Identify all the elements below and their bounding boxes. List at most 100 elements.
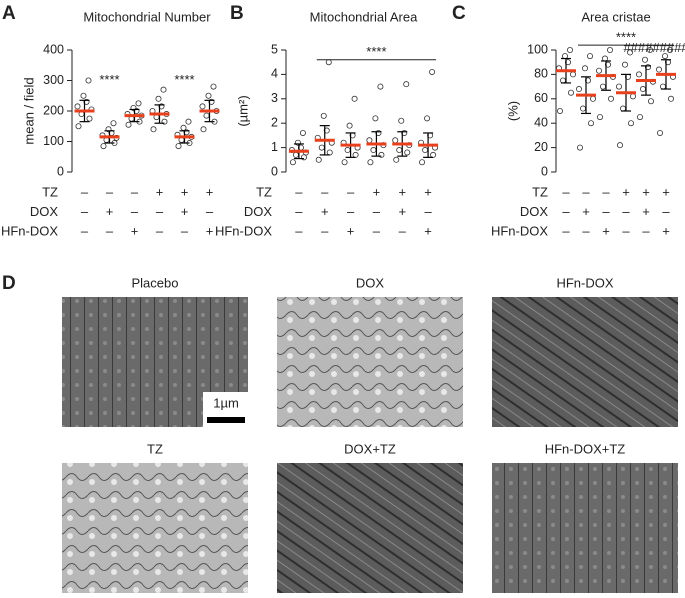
- data-point: [75, 123, 82, 130]
- data-point: [344, 147, 351, 154]
- condition-sign: +: [642, 204, 650, 219]
- condition-sign: +: [373, 184, 381, 199]
- y-axis-label: mean / field: [21, 77, 36, 144]
- data-point: [160, 86, 167, 93]
- data-point: [660, 83, 667, 90]
- condition-sign: –: [295, 184, 303, 199]
- y-tick-label: 40: [534, 115, 548, 129]
- condition-sign: –: [373, 223, 381, 238]
- data-point: [85, 77, 92, 84]
- y-tick-label: 5: [271, 42, 278, 56]
- panel-letter: B: [230, 3, 244, 24]
- panel-letter: C: [452, 3, 466, 24]
- y-axis-label: (%): [505, 101, 520, 121]
- condition-sign: –: [424, 204, 432, 219]
- condition-sign: –: [602, 184, 610, 199]
- condition-sign: +: [131, 223, 139, 238]
- condition-sign: –: [622, 204, 630, 219]
- data-point: [289, 159, 296, 166]
- micrograph: [492, 297, 678, 427]
- condition-label: TZ: [256, 184, 272, 199]
- condition-sign: +: [347, 223, 355, 238]
- data-point: [320, 112, 327, 119]
- data-point: [367, 159, 374, 166]
- data-point: [424, 115, 431, 122]
- data-point: [155, 95, 162, 102]
- condition-sign: –: [81, 223, 89, 238]
- y-tick-label: 3: [271, 91, 278, 105]
- data-point: [341, 159, 348, 166]
- condition-sign: –: [81, 184, 89, 199]
- condition-label: TZ: [42, 184, 58, 199]
- data-point: [378, 151, 385, 158]
- condition-sign: +: [662, 223, 670, 238]
- condition-sign: –: [562, 204, 570, 219]
- data-point: [576, 86, 583, 93]
- condition-sign: –: [347, 184, 355, 199]
- data-point: [175, 143, 182, 150]
- condition-sign: –: [131, 184, 139, 199]
- condition-sign: –: [156, 204, 164, 219]
- data-point: [80, 92, 87, 99]
- data-point: [636, 71, 643, 78]
- condition-sign: +: [398, 204, 406, 219]
- condition-sign: –: [106, 184, 114, 199]
- significance-label: ****: [99, 72, 119, 87]
- data-point: [294, 139, 301, 146]
- condition-sign: –: [81, 204, 89, 219]
- data-point: [667, 47, 674, 54]
- significance-label: ****: [616, 30, 636, 45]
- condition-sign: –: [347, 204, 355, 219]
- condition-sign: –: [156, 223, 164, 238]
- y-tick-label: 4: [271, 67, 278, 81]
- data-point: [393, 156, 400, 163]
- condition-sign: –: [321, 223, 329, 238]
- scale-bar: [207, 417, 245, 423]
- scale-bar-label: 1µm: [213, 395, 239, 410]
- condition-sign: –: [602, 204, 610, 219]
- data-point: [419, 159, 426, 166]
- condition-sign: –: [373, 204, 381, 219]
- data-point: [100, 143, 107, 150]
- condition-sign: –: [582, 184, 590, 199]
- chart-title: Mitochondrial Area: [310, 9, 418, 24]
- data-point: [582, 65, 589, 72]
- data-point: [210, 83, 217, 90]
- condition-sign: –: [662, 204, 670, 219]
- condition-sign: –: [562, 223, 570, 238]
- data-point: [105, 126, 112, 133]
- micrograph-label: DOX: [356, 275, 385, 290]
- data-point: [318, 144, 325, 151]
- data-point: [203, 112, 210, 119]
- micrograph: [277, 297, 463, 427]
- data-point: [560, 77, 567, 84]
- condition-label: DOX: [244, 204, 273, 219]
- data-point: [662, 53, 669, 60]
- condition-sign: +: [662, 184, 670, 199]
- data-point: [392, 137, 399, 144]
- data-point: [620, 105, 627, 112]
- data-point: [403, 81, 410, 88]
- micrograph-label: HFn-DOX+TZ: [545, 441, 626, 456]
- y-tick-label: 0: [57, 164, 64, 178]
- significance-label: ****: [366, 44, 386, 59]
- data-point: [150, 126, 157, 133]
- data-point: [557, 108, 564, 115]
- condition-label: DOX: [30, 204, 59, 219]
- chart-title: Area cristae: [581, 9, 650, 24]
- data-point: [125, 121, 132, 128]
- condition-sign: +: [156, 184, 164, 199]
- data-point: [607, 47, 614, 54]
- condition-sign: +: [424, 223, 432, 238]
- data-point: [351, 95, 358, 102]
- condition-sign: –: [321, 184, 329, 199]
- condition-sign: –: [131, 204, 139, 219]
- data-point: [370, 147, 377, 154]
- micrograph-label: Placebo: [132, 275, 179, 290]
- data-point: [404, 149, 411, 156]
- data-point: [570, 71, 577, 78]
- condition-sign: +: [602, 223, 610, 238]
- data-point: [292, 151, 299, 158]
- condition-sign: –: [642, 223, 650, 238]
- condition-label: HFn-DOX: [215, 223, 272, 238]
